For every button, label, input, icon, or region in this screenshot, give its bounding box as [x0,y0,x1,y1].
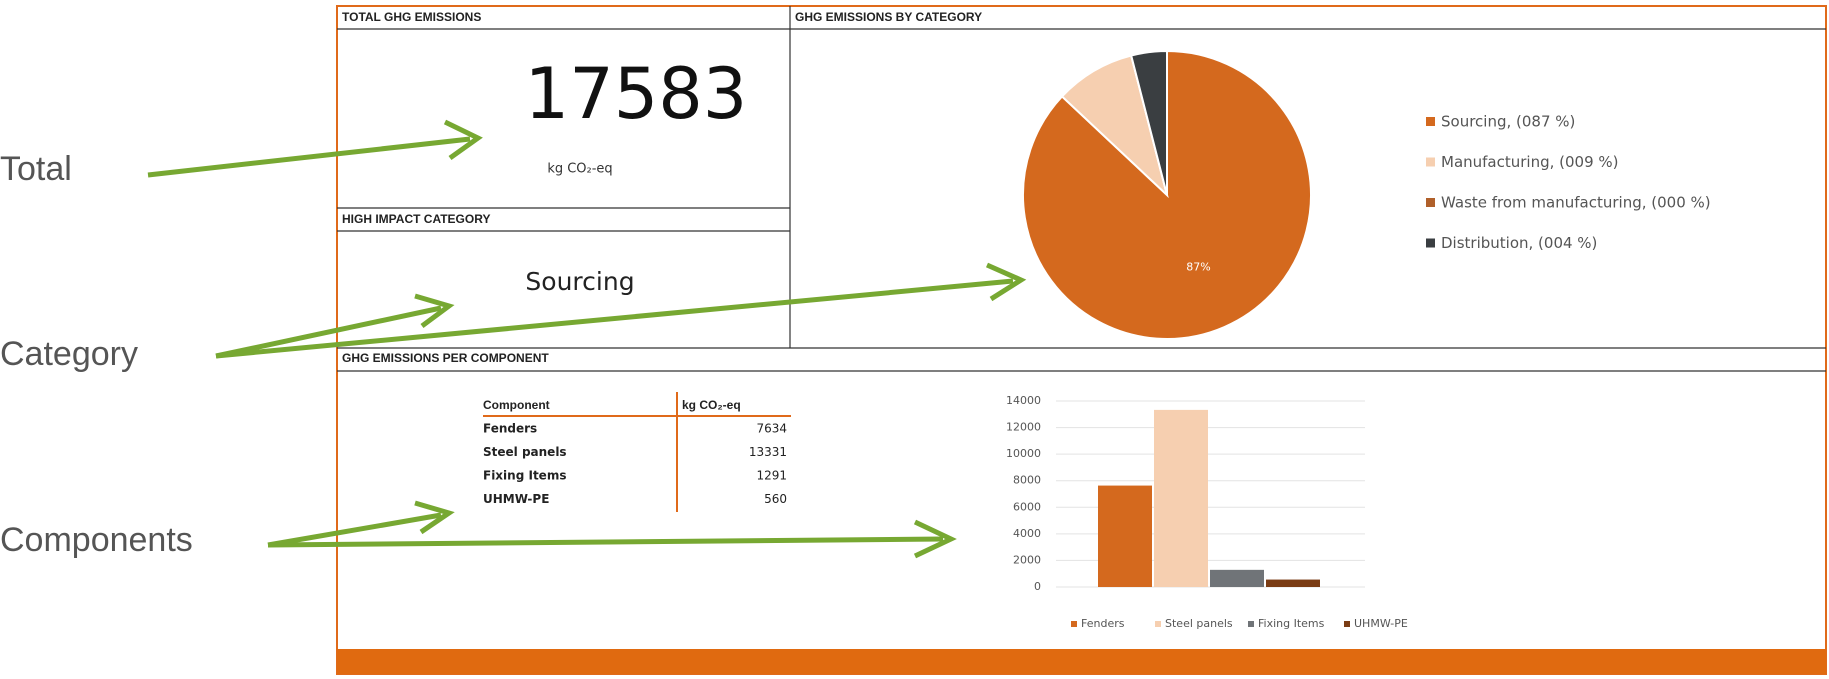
y-tick-label: 8000 [1013,474,1041,487]
panel-title: GHG EMISSIONS BY CATEGORY [795,10,982,24]
table-header: kg CO₂-eq [682,398,741,412]
annotation-label: Total [0,150,72,188]
bar [1266,579,1320,587]
annotation-label: Components [0,521,193,559]
y-tick-label: 4000 [1013,527,1041,540]
y-tick-label: 0 [1034,580,1041,593]
legend-swatch [1071,621,1077,627]
table-cell: Fenders [483,422,537,436]
y-tick-label: 12000 [1006,421,1041,434]
bar [1154,409,1208,587]
legend-label: Waste from manufacturing, (000 %) [1441,194,1711,212]
annotation-label: Category [0,335,138,373]
bar [1098,485,1152,587]
legend-label: Distribution, (004 %) [1441,234,1597,252]
annotation-arrows [147,119,1027,559]
legend-swatch [1426,157,1435,167]
legend-swatch [1426,117,1435,126]
panel-title: HIGH IMPACT CATEGORY [342,212,490,226]
total-unit: kg CO₂-eq [547,162,612,177]
legend-swatch [1155,621,1161,627]
legend-swatch [1248,621,1254,627]
y-tick-label: 2000 [1013,553,1041,566]
legend-label: Sourcing, (087 %) [1441,113,1575,131]
pie-slice [1022,49,1312,340]
y-tick-label: 6000 [1013,500,1041,513]
slice-label: 87% [1186,261,1210,274]
legend-swatch [1426,238,1435,248]
table-header: Component [483,398,550,412]
pie-slice [1129,49,1168,196]
table-cell: Steel panels [483,445,567,459]
pie-slice [1060,54,1169,199]
y-tick-label: 10000 [1006,447,1041,460]
high-impact-value: Sourcing [525,267,634,296]
y-tick-label: 14000 [1006,394,1041,407]
footer-bar [337,649,1826,674]
component-table: Component kg CO₂-eq [483,392,791,512]
table-cell: UHMW-PE [483,492,549,506]
panel-title: GHG EMISSIONS PER COMPONENT [342,351,549,365]
panel-title: TOTAL GHG EMISSIONS [342,10,481,24]
table-cell: Fixing Items [483,469,566,483]
legend-label: Manufacturing, (009 %) [1441,153,1619,171]
legend-swatch [1426,198,1435,207]
legend-label: UHMW-PE [1354,617,1408,630]
legend-label: Fenders [1081,617,1125,630]
legend-label: Fixing Items [1258,617,1325,630]
bar [1210,569,1264,587]
table-cell: 560 [764,492,787,506]
legend-swatch [1344,621,1350,627]
panel-lines [337,6,1826,372]
total-value: 17583 [525,53,748,135]
table-cell: 13331 [749,445,787,459]
table-cell: 7634 [756,422,787,436]
table-cell: 1291 [756,469,787,483]
legend-label: Steel panels [1165,617,1233,630]
